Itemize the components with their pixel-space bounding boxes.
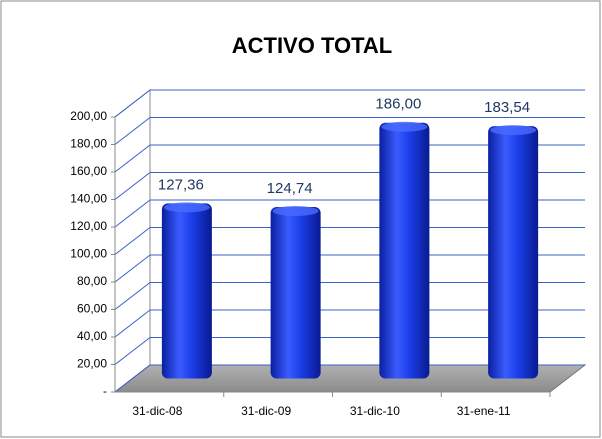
side-grid-line <box>114 89 151 118</box>
side-grid-line <box>114 199 151 228</box>
side-grid-line <box>114 227 151 255</box>
side-grid-line <box>114 172 151 200</box>
side-grid-line <box>114 117 151 145</box>
side-grid-line <box>114 144 151 173</box>
value-label: 186,00 <box>375 96 421 113</box>
x-tick-label: 31-dic-08 <box>132 404 182 418</box>
bar-top <box>272 205 319 216</box>
value-label: 124,74 <box>267 180 313 197</box>
y-tick-label: 60,00 <box>77 302 107 316</box>
y-tick-label: 180,00 <box>70 137 107 151</box>
x-tick-label: 31-dic-09 <box>241 404 291 418</box>
side-grid-line <box>114 337 151 365</box>
bar-top <box>163 202 210 213</box>
bar <box>270 206 321 379</box>
chart-title: ACTIVO TOTAL <box>232 33 393 58</box>
y-tick-label: 20,00 <box>77 357 107 371</box>
side-grid-line <box>114 309 151 338</box>
x-tick-label: 31-ene-11 <box>457 404 511 418</box>
y-tick-label: 40,00 <box>77 329 107 343</box>
y-tick-label: 200,00 <box>70 109 107 123</box>
y-tick-label: 140,00 <box>70 192 107 206</box>
bar-top <box>490 125 537 136</box>
y-tick-label: 100,00 <box>70 247 107 261</box>
y-tick-label: 80,00 <box>77 274 107 288</box>
bar <box>161 203 212 379</box>
x-tick-label: 31-dic-10 <box>350 404 400 418</box>
side-grid-line <box>114 364 151 393</box>
y-tick-label: - <box>103 384 107 398</box>
y-tick-label: 160,00 <box>70 164 107 178</box>
side-grid-line <box>114 254 151 283</box>
bar <box>488 126 539 379</box>
bar <box>379 122 430 379</box>
y-tick-label: 120,00 <box>70 219 107 233</box>
value-label: 183,54 <box>484 99 530 116</box>
value-label: 127,36 <box>158 176 204 193</box>
bar-top <box>381 121 428 132</box>
side-grid-line <box>114 282 151 310</box>
